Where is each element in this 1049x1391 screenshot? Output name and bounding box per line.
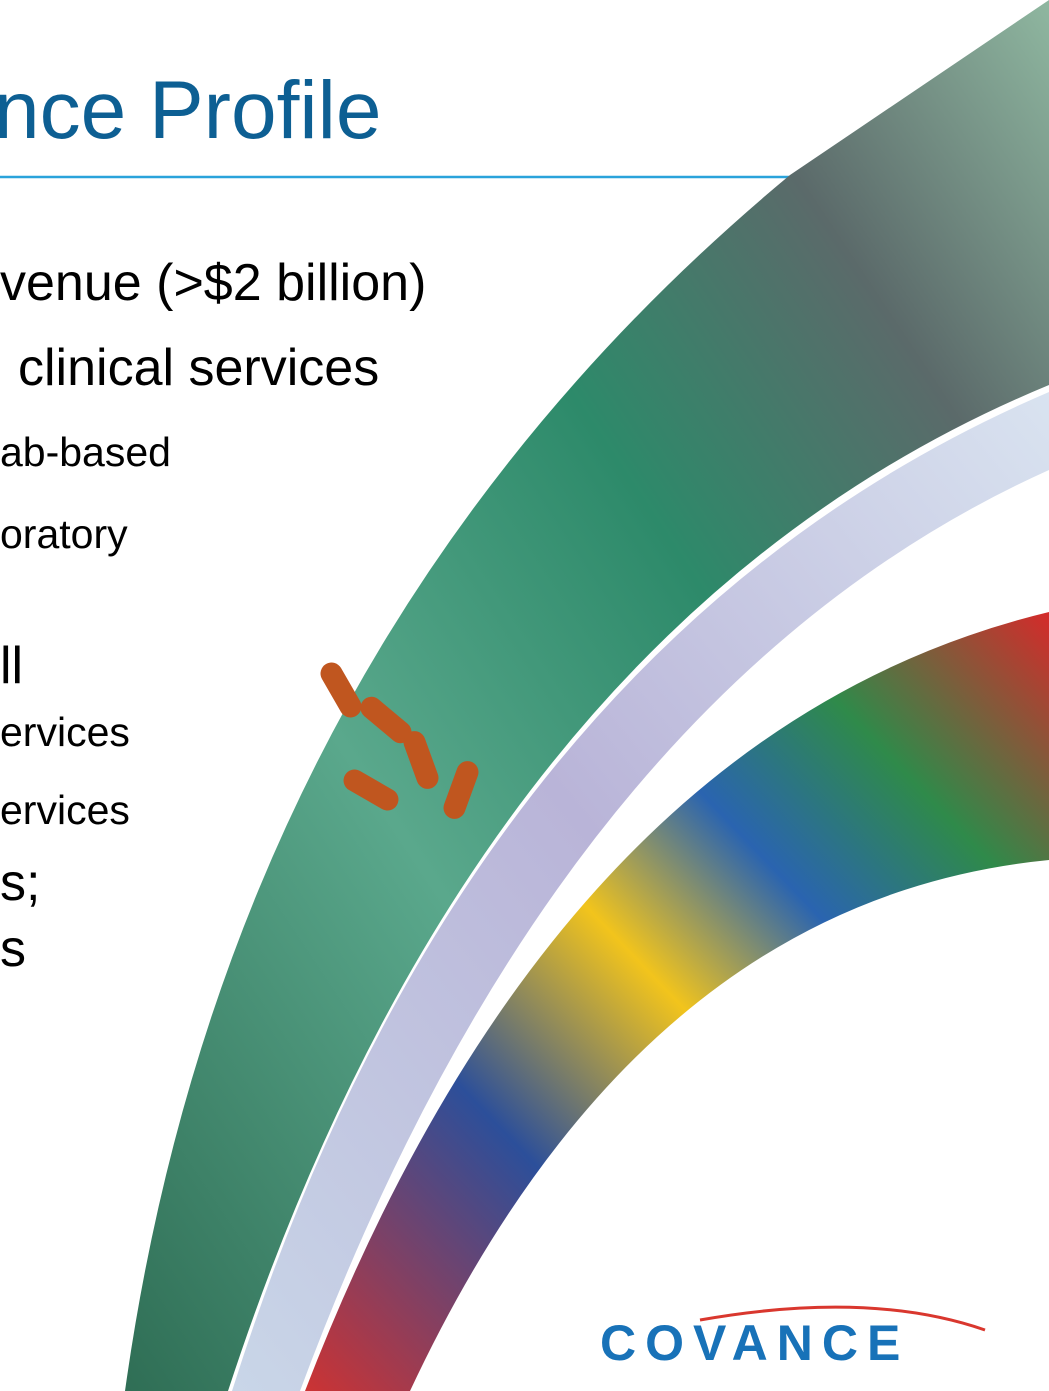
sub-bullet: ervices bbox=[0, 787, 130, 833]
bullet: s; bbox=[0, 854, 40, 912]
sub-bullet: ab-based bbox=[0, 429, 171, 475]
logo: COVANCE bbox=[600, 1315, 909, 1371]
slide: nce Profile venue (>$2 billion) clinical… bbox=[0, 0, 1049, 1391]
sub-bullet: ervices bbox=[0, 709, 130, 755]
slide-title: nce Profile bbox=[0, 65, 381, 156]
sub-bullet: oratory bbox=[0, 511, 128, 557]
bullet: venue (>$2 billion) bbox=[0, 254, 426, 312]
bullet: s bbox=[0, 920, 26, 978]
page: nce Profile venue (>$2 billion) clinical… bbox=[0, 0, 1049, 1391]
bullet: ll bbox=[0, 637, 23, 695]
bullet: clinical services bbox=[18, 339, 379, 397]
